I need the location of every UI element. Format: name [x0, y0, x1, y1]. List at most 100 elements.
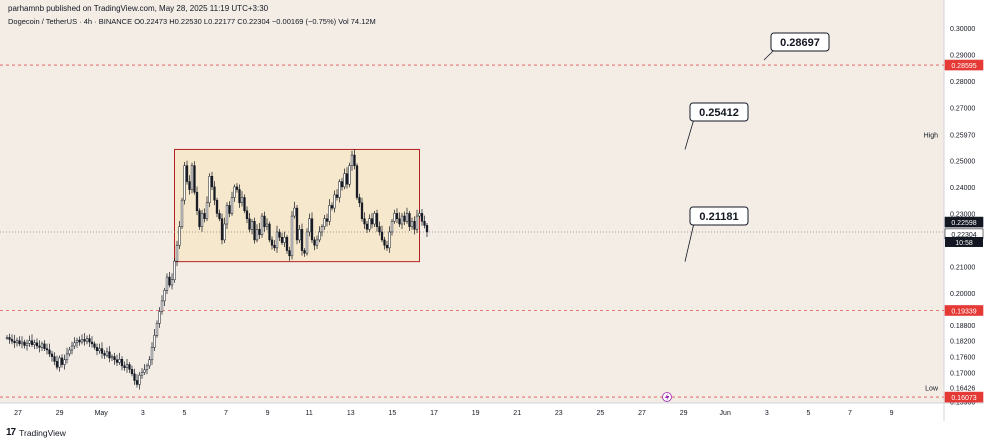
- candle-body-4: [15, 340, 19, 344]
- x-tick-label-7: 11: [306, 410, 313, 417]
- candle-body-6: [20, 341, 24, 345]
- candle-body-138: [350, 154, 354, 166]
- y-tick-label-1: 0.29000: [950, 52, 975, 59]
- price-badge-3: [944, 305, 984, 316]
- price-badge-1: [944, 216, 984, 228]
- candle-body-134: [340, 181, 344, 188]
- callout-leader-1: [684, 118, 695, 150]
- candle-body-123: [313, 239, 316, 246]
- candle-body-42: [110, 356, 114, 359]
- x-tick-label-19: 5: [806, 410, 810, 417]
- candle-body-109: [278, 231, 281, 238]
- candle-body-56: [145, 365, 149, 371]
- candle-body-160: [405, 213, 409, 222]
- candle-body-68: [175, 244, 179, 262]
- candle-body-93: [238, 189, 241, 204]
- candle-body-137: [348, 165, 351, 185]
- candle-body-95: [243, 197, 246, 212]
- candle-body-24: [65, 353, 69, 361]
- candle-body-81: [208, 176, 211, 204]
- candle-body-154: [390, 221, 394, 233]
- candle-body-66: [170, 279, 174, 286]
- candle-body-73: [188, 181, 191, 190]
- candle-body-59: [153, 335, 156, 348]
- candle-body-12: [35, 342, 39, 347]
- candle-body-25: [68, 349, 71, 355]
- candle-body-67: [173, 260, 176, 280]
- price-badge-label-4: 0.16073: [951, 395, 976, 402]
- candle-body-70: [180, 199, 184, 227]
- symbol-name[interactable]: Dogecoin / TetherUS · 4h · BINANCE: [8, 17, 133, 26]
- x-tick-label-14: 25: [597, 410, 605, 417]
- plot-background: [0, 0, 944, 403]
- publish-info: parhamnb published on TradingView.com, M…: [8, 4, 269, 13]
- volume-value: 74.12M: [350, 17, 376, 26]
- candle-body-108: [275, 231, 279, 249]
- candle-body-89: [228, 205, 231, 214]
- candle-body-5: [18, 340, 21, 345]
- candle-body-53: [138, 374, 141, 385]
- candle-body-76: [195, 191, 199, 212]
- candle-body-85: [218, 213, 221, 219]
- low-marker-value: 0.16426: [950, 386, 975, 393]
- candle-body-48: [125, 364, 129, 368]
- footer-brand[interactable]: 17 TradingView: [6, 427, 66, 438]
- candle-body-155: [393, 213, 396, 222]
- high-marker-label: High: [924, 133, 939, 140]
- y-tick-label-0: 0.30000: [950, 26, 975, 33]
- candle-body-102: [260, 215, 264, 235]
- candle-body-74: [190, 165, 194, 190]
- price-badge-label-3: 0.19339: [951, 308, 976, 315]
- candle-body-0: [5, 337, 9, 339]
- candle-body-144: [365, 223, 369, 230]
- candle-body-116: [295, 207, 299, 241]
- candle-body-164: [415, 215, 419, 230]
- candle-body-54: [140, 372, 144, 376]
- candle-body-133: [338, 181, 341, 198]
- candle-body-135: [343, 173, 346, 188]
- candle-body-99: [253, 221, 256, 241]
- callout-box-0: [770, 32, 830, 52]
- candle-body-34: [90, 341, 94, 345]
- candle-body-15: [43, 343, 46, 349]
- candle-body-62: [160, 300, 164, 312]
- candle-body-147: [373, 213, 376, 225]
- x-tick-label-11: 19: [472, 410, 480, 417]
- y-tick-label-3: 0.27000: [950, 105, 975, 112]
- candle-body-92: [235, 186, 239, 190]
- candle-body-13: [38, 345, 41, 348]
- candle-body-94: [240, 197, 244, 204]
- candle-body-125: [318, 231, 321, 241]
- candle-body-87: [223, 223, 226, 241]
- x-tick-label-21: 9: [890, 410, 894, 417]
- candle-body-9: [28, 340, 31, 344]
- candle-body-114: [290, 215, 294, 257]
- candle-body-111: [283, 237, 286, 243]
- candle-body-122: [310, 218, 314, 241]
- candle-body-162: [410, 221, 414, 227]
- candle-body-159: [403, 215, 406, 222]
- brand-name: TradingView: [19, 427, 66, 438]
- y-tick-label-12: 0.17000: [950, 371, 975, 378]
- candle-body-20: [55, 361, 59, 368]
- candle-body-18: [50, 353, 54, 357]
- x-tick-label-16: 29: [680, 410, 688, 417]
- candle-body-30: [80, 339, 84, 343]
- candle-body-158: [400, 215, 404, 225]
- candle-body-100: [255, 229, 259, 241]
- candle-body-45: [118, 358, 121, 363]
- candle-body-152: [385, 244, 389, 249]
- callout-label-2: 0.21181: [699, 211, 738, 223]
- candle-body-39: [103, 353, 106, 356]
- candle-body-161: [408, 213, 411, 227]
- candle-body-35: [93, 343, 96, 348]
- candle-body-140: [355, 165, 359, 198]
- candle-body-148: [375, 213, 379, 227]
- candle-body-130: [330, 205, 334, 209]
- candle-body-3: [13, 340, 16, 344]
- volume-label: Vol: [338, 17, 349, 26]
- candle-body-113: [288, 250, 291, 257]
- open-value: 0.22473: [140, 17, 168, 26]
- candle-body-49: [128, 364, 131, 370]
